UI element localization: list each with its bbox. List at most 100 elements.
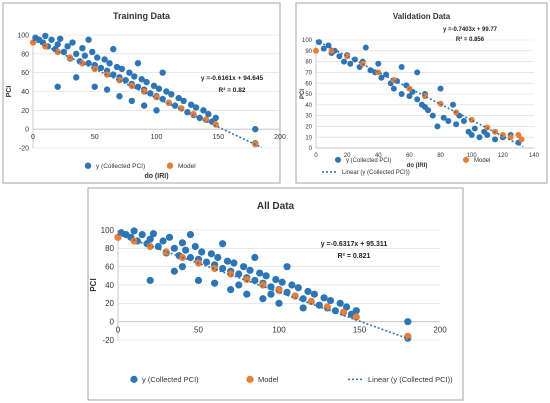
point-collected: [450, 101, 457, 108]
point-collected: [275, 299, 283, 307]
point-collected: [73, 74, 80, 81]
point-model: [130, 237, 138, 245]
point-collected: [48, 36, 55, 43]
point-collected: [390, 85, 397, 92]
x-tick-label: 0: [314, 153, 318, 159]
point-collected: [103, 86, 111, 93]
point-collected: [116, 93, 123, 100]
point-model: [190, 110, 197, 118]
legend-label-model: Model: [474, 158, 490, 164]
point-collected: [56, 35, 64, 42]
point-collected: [186, 253, 195, 262]
point-collected: [91, 83, 98, 90]
point-collected: [64, 43, 71, 50]
point-collected: [54, 83, 61, 90]
point-collected: [404, 318, 412, 326]
point-collected: [178, 239, 186, 247]
point-collected: [325, 42, 332, 49]
y-tick-label: 100: [17, 32, 29, 39]
point-collected: [484, 132, 491, 139]
point-collected: [110, 71, 117, 78]
point-collected: [134, 60, 142, 67]
x-axis-label: do (IRI): [144, 173, 168, 180]
point-collected: [171, 102, 179, 109]
x-tick-label: 150: [353, 326, 367, 335]
y-tick-label: 100: [101, 226, 115, 235]
point-collected: [343, 303, 351, 311]
r-squared: R² = 0.821: [338, 253, 371, 260]
point-collected: [375, 60, 382, 67]
x-tick-label: 200: [274, 134, 286, 141]
point-collected: [367, 67, 374, 74]
point-collected: [362, 44, 369, 51]
point-collected: [320, 294, 328, 302]
y-tick-label: 90: [305, 49, 312, 55]
x-tick-label: 100: [272, 326, 286, 335]
point-collected: [42, 32, 49, 40]
y-tick-label: 60: [305, 81, 312, 87]
point-collected: [128, 97, 135, 105]
y-tick-label: 80: [305, 60, 312, 66]
y-tick-label: 20: [305, 125, 312, 131]
point-collected: [198, 248, 206, 256]
point-collected: [239, 263, 248, 271]
point-collected: [106, 60, 113, 67]
legend-label-linear: Linear (y (Collected PCI)): [368, 375, 453, 384]
legend-marker-model: [166, 162, 174, 169]
legend-marker-collected: [335, 156, 341, 163]
y-tick-label: 70: [305, 71, 312, 77]
point-collected: [85, 36, 92, 43]
x-tick-label: 50: [194, 326, 203, 335]
point-collected: [278, 278, 286, 286]
point-collected: [207, 250, 215, 258]
point-collected: [246, 266, 254, 274]
chart-validation: Validation Data 0 10 20 30 40 50 60 70 80 90 100 0 20…: [295, 2, 548, 184]
point-collected: [243, 290, 251, 298]
point-collected: [398, 64, 405, 70]
point-model: [499, 132, 506, 139]
point-collected: [182, 246, 190, 254]
y-tick-label: 0: [309, 146, 313, 152]
point-collected: [425, 107, 432, 114]
point-collected: [191, 242, 199, 251]
point-collected: [235, 281, 243, 289]
point-collected: [73, 50, 80, 58]
y-tick-label: 40: [21, 89, 29, 96]
point-collected: [69, 39, 76, 46]
point-collected: [398, 91, 405, 97]
point-collected: [187, 101, 195, 108]
y-tick-label: 60: [21, 70, 29, 77]
x-tick-label: 150: [212, 134, 224, 141]
x-tick-label: 100: [151, 134, 163, 141]
y-tick-label: -20: [102, 336, 114, 345]
legend-marker-collected: [84, 162, 92, 169]
point-collected: [320, 45, 327, 52]
point-collected: [178, 263, 186, 271]
point-model: [515, 132, 522, 139]
trend-equation: y =-0.6161x + 94.645: [201, 75, 264, 82]
point-collected: [294, 284, 302, 292]
point-collected: [118, 65, 126, 73]
point-collected: [196, 114, 203, 122]
y-tick-label: 80: [21, 51, 29, 58]
y-tick-label: 0: [25, 127, 29, 134]
point-collected: [267, 290, 275, 298]
point-collected: [315, 301, 323, 309]
point-collected: [175, 94, 182, 102]
point-collected: [110, 45, 117, 53]
point-collected: [272, 275, 280, 284]
point-collected: [326, 296, 335, 305]
point-collected: [256, 269, 264, 277]
y-tick-label: 20: [105, 299, 114, 308]
point-model: [404, 332, 412, 340]
point-collected: [299, 304, 307, 312]
y-tick-label: -20: [19, 145, 29, 152]
point-model: [165, 99, 173, 107]
point-collected: [186, 230, 195, 239]
point-collected: [89, 48, 96, 56]
point-collected: [143, 78, 150, 86]
y-tick-label: 40: [105, 281, 114, 290]
